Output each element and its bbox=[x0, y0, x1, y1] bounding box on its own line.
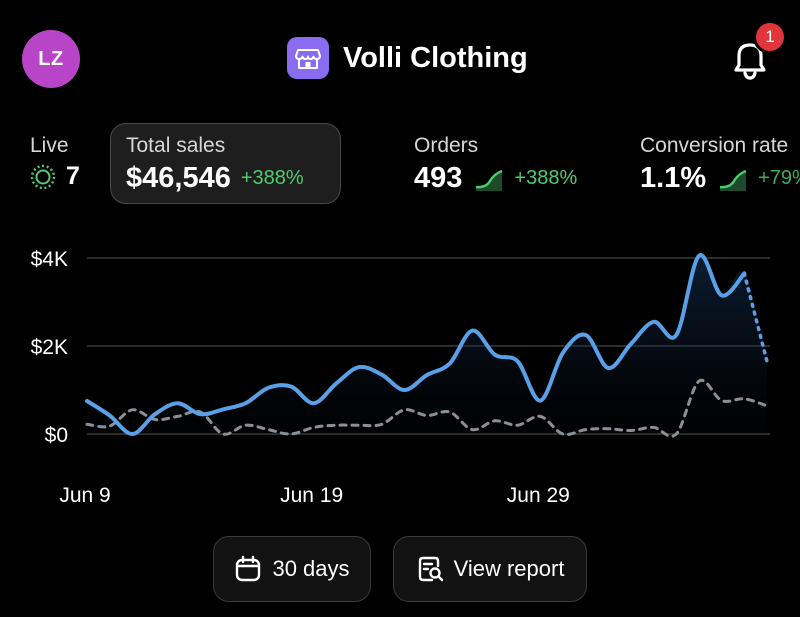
metric-live-label: Live bbox=[30, 134, 69, 157]
metric-total-sales-change: +388% bbox=[240, 167, 304, 189]
view-report-button[interactable]: View report bbox=[393, 536, 587, 602]
metric-live[interactable]: Live 7 bbox=[30, 134, 80, 191]
metric-total-sales[interactable]: Total sales $46,546 +388% bbox=[110, 123, 341, 204]
metrics-strip[interactable]: Live 7 Total sales $46,546 +388% Orders … bbox=[0, 120, 800, 210]
store-name: Volli Clothing bbox=[343, 41, 528, 74]
trend-sparkline-icon bbox=[476, 169, 503, 191]
metric-conversion-rate-change: +79% bbox=[758, 167, 800, 189]
view-report-label: View report bbox=[453, 556, 565, 581]
metric-total-sales-value: $46,546 bbox=[126, 162, 231, 194]
notification-badge: 1 bbox=[753, 20, 787, 54]
metric-orders-label: Orders bbox=[414, 134, 479, 157]
app-header: LZ Volli Clothing 1 bbox=[0, 0, 800, 120]
sales-chart[interactable]: $0 $2K $4K Jun 9 Jun 19 Jun 29 bbox=[0, 225, 800, 515]
metric-conversion-rate-label: Conversion rate bbox=[640, 134, 789, 157]
y-tick-label: $2K bbox=[31, 336, 68, 359]
avatar[interactable]: LZ bbox=[22, 30, 80, 88]
series-line-current bbox=[85, 253, 747, 436]
series-area-current bbox=[87, 255, 767, 435]
store-icon bbox=[287, 37, 329, 79]
metric-conversion-rate-value: 1.1% bbox=[640, 162, 707, 194]
notifications-button[interactable] bbox=[726, 35, 774, 83]
series-line-previous bbox=[85, 378, 769, 438]
calendar-icon bbox=[236, 555, 261, 582]
metric-live-value: 7 bbox=[66, 162, 80, 190]
x-tick-label: Jun 19 bbox=[280, 484, 343, 507]
metric-conversion-rate[interactable]: Conversion rate 1.1% +79% bbox=[640, 134, 800, 195]
live-pulse-icon bbox=[30, 164, 56, 189]
date-range-label: 30 days bbox=[272, 556, 350, 581]
y-tick-label: $0 bbox=[45, 424, 68, 447]
store-selector[interactable]: Volli Clothing bbox=[287, 37, 528, 79]
x-tick-label: Jun 29 bbox=[507, 484, 570, 507]
metric-total-sales-label: Total sales bbox=[126, 134, 226, 157]
report-search-icon bbox=[418, 556, 443, 582]
x-tick-label: Jun 9 bbox=[59, 484, 110, 507]
metric-orders[interactable]: Orders 493 +388% bbox=[414, 134, 577, 195]
trend-sparkline-icon bbox=[719, 169, 747, 191]
y-tick-label: $4K bbox=[31, 248, 68, 271]
metric-orders-value: 493 bbox=[414, 162, 463, 194]
date-range-button[interactable]: 30 days bbox=[213, 536, 371, 602]
bell-icon bbox=[734, 43, 766, 80]
metric-orders-change: +388% bbox=[514, 167, 578, 189]
